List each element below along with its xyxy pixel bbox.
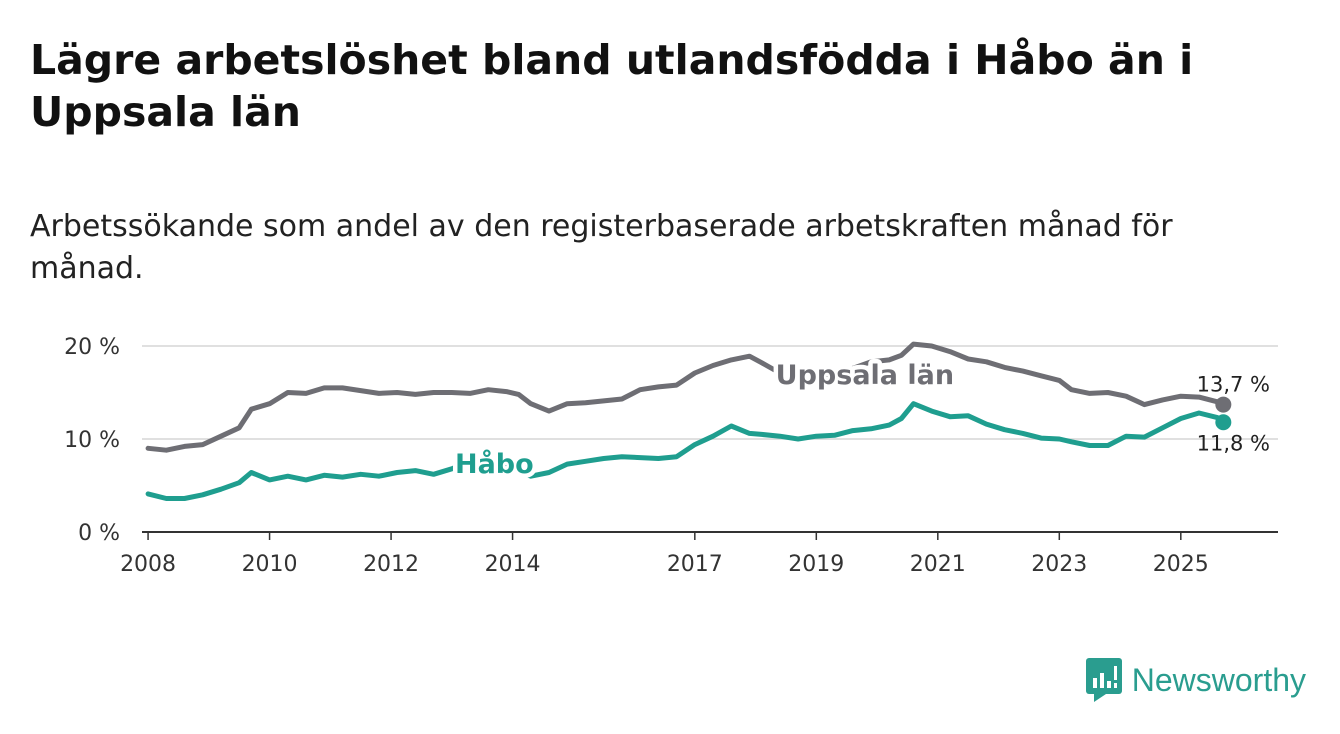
y-tick-label: 0 % bbox=[78, 521, 120, 546]
line-chart: 0 % 10 % 20 % 2008 2010 2012 2014 2017 2019 2021 2… bbox=[64, 335, 1278, 577]
series-name-label: Håbo bbox=[455, 448, 534, 480]
x-tick-label: 2008 bbox=[120, 552, 176, 577]
series-end-marker bbox=[1215, 414, 1232, 431]
series-name-label: Uppsala län bbox=[776, 360, 954, 391]
x-tick-label: 2014 bbox=[485, 552, 541, 577]
x-tick-label: 2010 bbox=[242, 552, 298, 577]
x-tick-label: 2017 bbox=[667, 552, 723, 577]
x-tick-label: 2019 bbox=[788, 552, 844, 577]
series-line-uppsala-lan bbox=[145, 341, 1226, 453]
y-tick-label: 10 % bbox=[64, 428, 120, 453]
x-tick-label: 2023 bbox=[1031, 552, 1087, 577]
x-tick-label: 2025 bbox=[1153, 552, 1209, 577]
brand-name: Newsworthy bbox=[1131, 661, 1306, 698]
chart-title: Lägre arbetslöshet bland utlandsfödda i … bbox=[30, 36, 1194, 136]
chart-subtitle: Arbetssökande som andel av den registerb… bbox=[30, 209, 1173, 286]
end-value-label: 13,7 % bbox=[1197, 373, 1270, 397]
brand: Newsworthy bbox=[1085, 658, 1306, 702]
axes: 0 % 10 % 20 % 2008 2010 2012 2014 2017 2019 2021 2… bbox=[64, 335, 1278, 577]
series-end-marker bbox=[1215, 396, 1232, 413]
labels: 13,7 % 11,8 % Uppsala län Håbo bbox=[450, 355, 1270, 484]
y-tick-label: 20 % bbox=[64, 335, 120, 360]
series-lines bbox=[145, 341, 1232, 501]
end-value-label: 11,8 % bbox=[1197, 431, 1270, 455]
x-tick-label: 2021 bbox=[910, 552, 966, 577]
x-tick-label: 2012 bbox=[363, 552, 419, 577]
newsworthy-logo-icon bbox=[1085, 658, 1122, 702]
series-line-habo bbox=[145, 401, 1226, 501]
